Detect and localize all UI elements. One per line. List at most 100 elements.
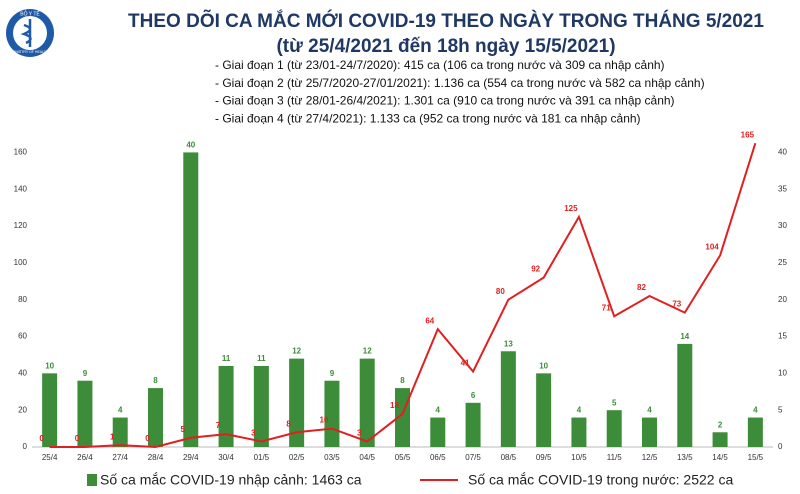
line-value-label: 7 — [216, 421, 221, 430]
bar-value-label: 4 — [577, 406, 582, 415]
bar — [289, 358, 305, 447]
line-value-label: 104 — [705, 243, 719, 252]
line-value-label: 41 — [461, 359, 470, 368]
annotation: - Giai đoạn 1 (từ 23/01-24/7/2020): 415 … — [215, 58, 665, 72]
x-tick-label: 09/5 — [536, 453, 552, 462]
legend-label: Số ca mắc COVID-19 trong nước: 2522 ca — [468, 472, 733, 488]
bar-value-label: 10 — [45, 361, 54, 370]
bar — [42, 373, 58, 447]
line-value-label: 125 — [564, 204, 578, 213]
x-tick-label: 10/5 — [571, 453, 587, 462]
line-value-label: 80 — [496, 287, 505, 296]
line-value-label: 0 — [75, 434, 80, 443]
x-tick-label: 14/5 — [712, 453, 728, 462]
x-tick-label: 06/5 — [430, 453, 446, 462]
line-value-label: 73 — [672, 300, 681, 309]
line-value-label: 1 — [110, 432, 115, 441]
bar-value-label: 8 — [400, 376, 405, 385]
y-tick-label: 20 — [18, 405, 27, 414]
y-tick-label: 160 — [14, 148, 28, 157]
y-tick-label: 120 — [14, 221, 28, 230]
y-tick-label: 140 — [14, 184, 28, 193]
bar-value-label: 2 — [718, 420, 723, 429]
logo-top: BỘ Y TẾ — [20, 10, 40, 17]
y-tick-label: 0 — [23, 442, 28, 451]
bar — [218, 365, 234, 447]
y-tick-label: 80 — [18, 295, 27, 304]
bar-value-label: 9 — [83, 369, 88, 378]
bar-value-label: 10 — [539, 361, 548, 370]
bar-value-label: 9 — [330, 369, 335, 378]
x-tick-label: 04/5 — [359, 453, 375, 462]
annotation: - Giai đoạn 2 (từ 25/7/2020-27/01/2021):… — [215, 76, 705, 90]
chart-subtitle: (từ 25/4/2021 đến 18h ngày 15/5/2021) — [276, 36, 615, 57]
y-tick-label: 100 — [14, 258, 28, 267]
bar-value-label: 40 — [186, 141, 195, 150]
x-tick-label: 01/5 — [254, 453, 270, 462]
y2-tick-label: 5 — [778, 405, 783, 414]
line-value-label: 64 — [425, 316, 434, 325]
line-value-label: 165 — [741, 130, 755, 139]
bar-value-label: 12 — [363, 347, 372, 356]
bar — [77, 380, 93, 447]
bar — [536, 373, 552, 447]
x-tick-label: 25/4 — [42, 453, 58, 462]
line — [49, 142, 757, 449]
bar — [606, 410, 622, 447]
bar — [183, 152, 199, 448]
x-tick-label: 15/5 — [748, 453, 764, 462]
line-value-label: 3 — [251, 429, 256, 438]
x-tick-label: 13/5 — [677, 453, 693, 462]
bar — [112, 417, 128, 447]
bar — [571, 417, 587, 447]
bar-value-label: 5 — [612, 398, 617, 407]
x-tick-label: 12/5 — [642, 453, 658, 462]
legend-swatch — [87, 474, 97, 486]
line-value-label: 92 — [531, 265, 540, 274]
y2-tick-label: 0 — [778, 442, 783, 451]
y2-tick-label: 40 — [778, 148, 787, 157]
bar-value-label: 11 — [257, 354, 266, 363]
line-value-label: 18 — [390, 401, 399, 410]
bar-value-label: 12 — [292, 347, 301, 356]
x-tick-label: 29/4 — [183, 453, 199, 462]
bar-value-label: 4 — [647, 406, 652, 415]
legend-label: Số ca mắc COVID-19 nhập cảnh: 1463 ca — [100, 472, 362, 488]
line-value-label: 82 — [637, 283, 646, 292]
bar-value-label: 13 — [504, 339, 513, 348]
chart-title: THEO DÕI CA MẮC MỚI COVID-19 THEO NGÀY T… — [128, 10, 764, 32]
annotation: - Giai đoạn 3 (từ 28/01-26/4/2021): 1.30… — [215, 94, 675, 108]
line-value-label: 0 — [145, 434, 150, 443]
x-tick-label: 26/4 — [77, 453, 93, 462]
x-tick-label: 28/4 — [148, 453, 164, 462]
line-value-label: 71 — [602, 303, 611, 312]
x-tick-label: 03/5 — [324, 453, 340, 462]
x-tick-label: 11/5 — [607, 453, 623, 462]
logo: BỘ Y TẾ MINISTRY OF HEALTH — [6, 9, 54, 57]
x-tick-label: 27/4 — [112, 453, 128, 462]
bar — [677, 343, 693, 447]
y-tick-label: 60 — [18, 332, 27, 341]
bar — [500, 351, 516, 447]
bar — [712, 432, 728, 447]
x-tick-label: 07/5 — [465, 453, 481, 462]
bar-value-label: 4 — [118, 406, 123, 415]
line-value-label: 8 — [286, 419, 291, 428]
bar — [359, 358, 375, 447]
y2-tick-label: 10 — [778, 368, 787, 377]
y-tick-label: 40 — [18, 368, 27, 377]
bar — [430, 417, 446, 447]
logo-bottom: MINISTRY OF HEALTH — [12, 50, 49, 54]
line-value-label: 0 — [39, 434, 44, 443]
bar-value-label: 4 — [753, 406, 758, 415]
y2-tick-label: 15 — [778, 332, 787, 341]
bar-value-label: 11 — [222, 354, 231, 363]
x-tick-label: 02/5 — [289, 453, 305, 462]
bar — [465, 402, 481, 447]
y2-tick-label: 30 — [778, 221, 787, 230]
x-tick-label: 05/5 — [395, 453, 411, 462]
line-value-label: 10 — [319, 416, 328, 425]
bar — [148, 388, 163, 447]
bar — [253, 365, 269, 447]
